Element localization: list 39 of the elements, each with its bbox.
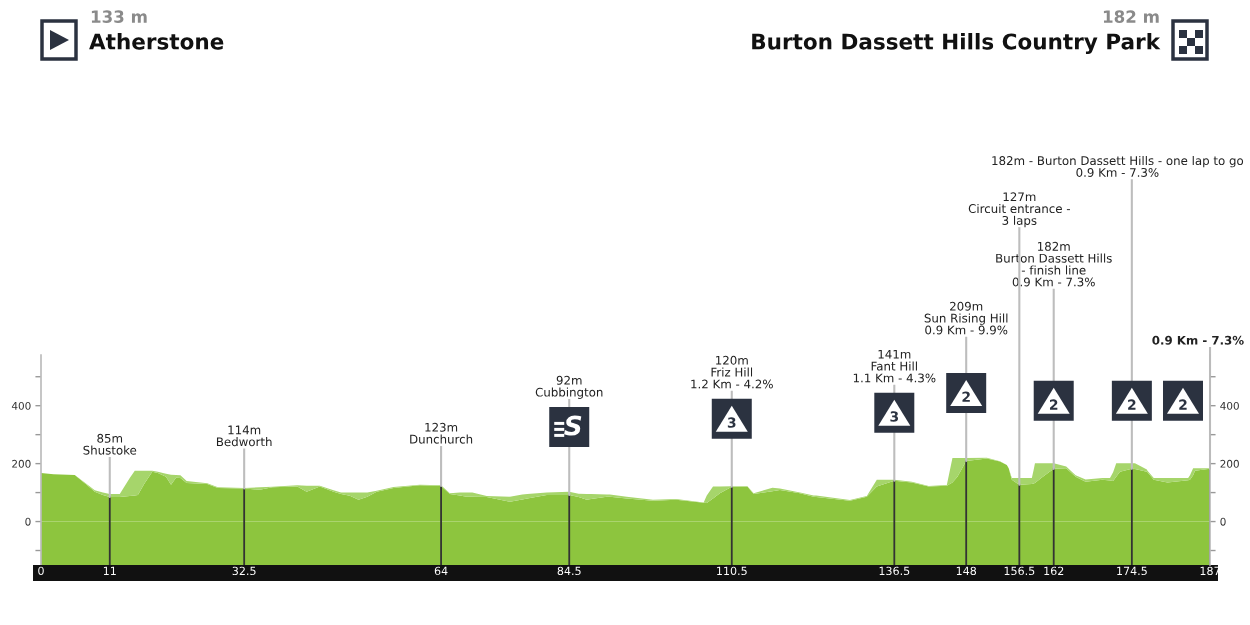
text: 182 m — [1103, 10, 1159, 23]
y2-tick-label: 0 — [1220, 517, 1226, 526]
x-tick-label: 148 — [956, 566, 977, 576]
annotation: 209m Sun Rising Hill 0.9 Km - 9.9% — [924, 301, 1008, 335]
annotation: 85m Shustoke — [83, 433, 137, 455]
x-tick-label: 110.5 — [717, 566, 747, 576]
y2-tick-label: 400 — [1220, 401, 1239, 410]
annotation: 123m Dunchurch — [410, 422, 473, 444]
annotation: 182m - Burton Dassett Hills - one lap to go 0.9 Km - 7.3% — [992, 155, 1244, 177]
x-tick-label: 32.5 — [232, 566, 256, 576]
y-tick-label: 400 — [11, 401, 31, 410]
annotation: 2 — [1128, 399, 1136, 410]
text: 133 m — [91, 10, 147, 23]
annotation: S — [564, 415, 582, 436]
y2-tick-label: 200 — [1220, 459, 1239, 468]
annotation: 3 — [727, 417, 736, 428]
annotation: 0.9 Km - 7.3% — [1152, 335, 1244, 345]
x-tick-label: 84.5 — [557, 566, 581, 576]
x-tick-label: 174.5 — [1117, 566, 1147, 576]
text: Atherstone — [89, 33, 224, 50]
annotation: 3 — [890, 411, 899, 422]
annotation: 127m Circuit entrance - 3 laps — [968, 192, 1070, 228]
annotation: 114m Bedworth — [216, 425, 272, 447]
x-tick-label: 156.5 — [1004, 566, 1035, 576]
annotation: 2 — [1179, 399, 1187, 410]
x-tick-label: 162 — [1044, 566, 1064, 576]
text: Burton Dassett Hills Country Park — [752, 33, 1161, 54]
y-tick-label: 0 — [25, 517, 31, 526]
annotation: 141m Fant Hill 1.1 Km - 4.3% — [853, 349, 936, 383]
y-tick-label: 200 — [12, 459, 31, 468]
x-tick-label: 0 — [38, 566, 44, 576]
annotation: 92m Cubbington — [535, 375, 603, 399]
annotation: 182m Burton Dassett Hills - finish line 0.9 Km - 7.3% — [996, 241, 1112, 287]
annotation: 2 — [962, 391, 970, 402]
x-tick-label: 136.5 — [879, 566, 910, 576]
annotation: 120m Friz Hill 1.2 Km - 4.2% — [691, 355, 773, 389]
x-tick-label: 11 — [103, 566, 116, 575]
annotation: 2 — [1049, 399, 1058, 410]
x-tick-label: 64 — [434, 566, 448, 576]
